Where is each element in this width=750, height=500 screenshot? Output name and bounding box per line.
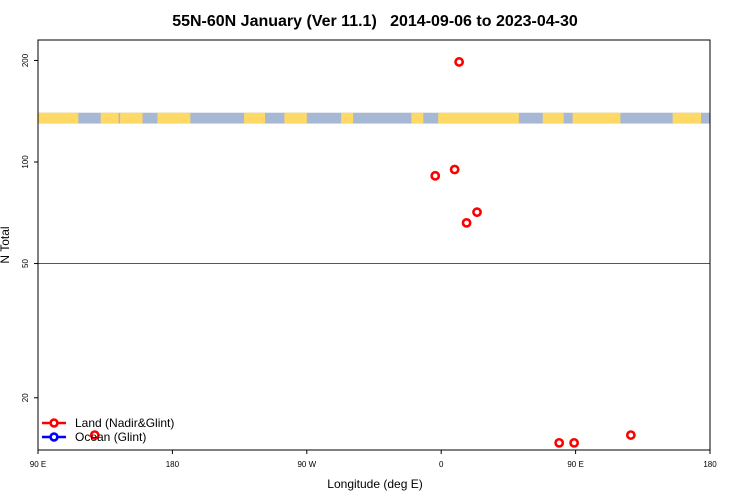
x-tick-label: 180	[166, 460, 180, 469]
legend-marker	[49, 418, 59, 428]
data-point	[569, 437, 580, 448]
plot-frame	[37, 39, 711, 451]
x-tick-label: 180	[703, 460, 717, 469]
x-tick-label: 0	[439, 460, 444, 469]
map-land	[284, 112, 307, 124]
data-point	[461, 217, 472, 228]
data-point	[625, 430, 636, 440]
y-axis-label: N Total	[0, 226, 12, 263]
x-tick-label: 90 E	[567, 460, 583, 469]
y-tick-label: 20	[21, 393, 30, 402]
legend-label: Land (Nadir&Glint)	[75, 416, 174, 430]
map-strip	[38, 112, 710, 124]
chart-title: 55N-60N January (Ver 11.1) 2014-09-06 to…	[172, 13, 578, 30]
map-land	[438, 112, 519, 124]
legend-marker	[49, 432, 59, 442]
y-tick-label: 200	[21, 53, 30, 67]
data-point	[430, 170, 441, 181]
x-tick-label: 90 E	[30, 460, 46, 469]
x-axis-label: Longitude (deg E)	[327, 477, 422, 491]
data-point	[449, 164, 460, 175]
data-point	[454, 57, 465, 67]
map-land	[120, 112, 143, 124]
data-points	[89, 57, 636, 448]
map-land	[341, 112, 354, 124]
y-tick-label: 100	[21, 155, 30, 169]
x-tick-label: 90 W	[297, 460, 316, 469]
map-land	[542, 112, 564, 124]
y-axis: 20 50 100 200	[21, 53, 38, 402]
y-tick-label: 50	[21, 259, 30, 268]
data-point	[89, 430, 100, 440]
map-ocean	[38, 112, 710, 124]
map-land	[411, 112, 424, 124]
data-point	[472, 207, 482, 218]
map-land	[572, 112, 621, 124]
data-point	[554, 437, 565, 448]
map-land	[157, 112, 191, 124]
legend: Land (Nadir&Glint)Ocean (Glint)	[42, 416, 174, 444]
map-land	[38, 112, 79, 124]
map-land	[244, 112, 265, 124]
map-land	[672, 112, 702, 124]
map-land	[100, 112, 119, 124]
legend-label: Ocean (Glint)	[75, 430, 146, 444]
x-axis: 90 E 180 90 W 0 90 E 180	[30, 450, 717, 469]
